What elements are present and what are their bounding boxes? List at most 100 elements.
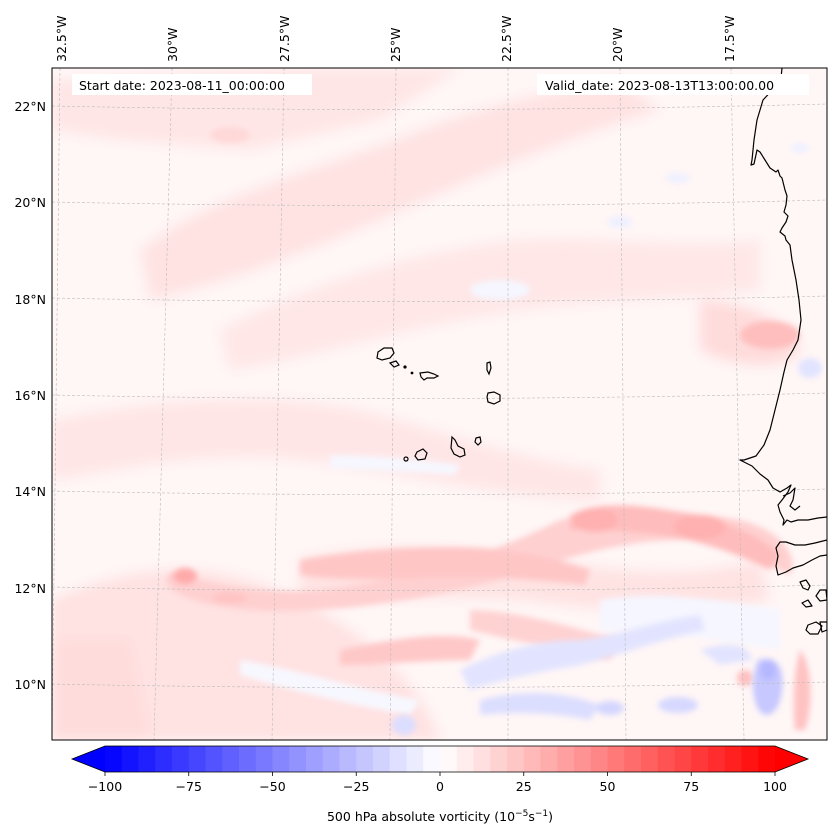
parallel-10N	[52, 681, 827, 688]
colorbar-segment	[188, 746, 206, 772]
island-santo-antao	[376, 347, 395, 361]
colorbar-segment	[222, 746, 240, 772]
parallel-14N	[52, 488, 827, 495]
lat-label: 22°N	[14, 99, 46, 114]
colorbar-segment	[674, 746, 692, 772]
valid-date-box: Valid_date: 2023-08-13T13:00:00.00	[537, 74, 809, 95]
lat-label: 12°N	[14, 581, 46, 596]
parallel-20N	[52, 199, 827, 206]
island-sao-vicente	[388, 360, 400, 368]
meridian-27.5W	[271, 68, 285, 740]
lat-label: 16°N	[14, 388, 46, 403]
colorbar-segment	[205, 746, 223, 772]
colorbar-segment	[172, 746, 190, 772]
island-boa-vista	[486, 391, 501, 405]
meridian-30W	[153, 68, 173, 740]
colorbar-tick-label: −75	[176, 779, 202, 794]
colorbar-segment	[557, 746, 575, 772]
lon-label: 27.5°W	[277, 16, 292, 62]
coastline-africa	[739, 68, 827, 526]
island-raso	[410, 371, 414, 375]
colorbar-segment	[272, 746, 290, 772]
parallel-18N	[52, 295, 827, 302]
colorbar-label-end: )	[548, 809, 553, 824]
colorbar-segment	[255, 746, 273, 772]
colorbar-segment	[322, 746, 340, 772]
island-santiago	[450, 435, 466, 458]
lon-label: 22.5°W	[499, 16, 514, 62]
lat-label: 10°N	[14, 677, 46, 692]
colorbar-segment	[306, 746, 324, 772]
colorbar-tick-label: 0	[436, 779, 444, 794]
meridian-17.5W	[730, 68, 745, 740]
colorbar-segment	[239, 746, 257, 772]
colorbar-segment	[708, 746, 726, 772]
colorbar-label-exponent: −1	[535, 809, 548, 819]
longitude-labels: 32.5°W 30°W 27.5°W 25°W 22.5°W 20°W 17.5…	[54, 16, 737, 62]
coastline-africa-south	[775, 539, 827, 576]
colorbar-tick-label: 25	[516, 779, 532, 794]
colorbar-label: 500 hPa absolute vorticity (10−5s−1)	[327, 809, 553, 824]
coastline	[739, 68, 827, 635]
parallel-16N	[52, 392, 827, 399]
colorbar-tick-label: 100	[763, 779, 787, 794]
colorbar-segment	[440, 746, 458, 772]
start-date-box: Start date: 2023-08-11_00:00:00	[72, 74, 312, 95]
lon-label: 20°W	[610, 27, 625, 62]
colorbar-segment	[155, 746, 173, 772]
colorbar-segment	[724, 746, 742, 772]
coastline-bijagos	[799, 579, 827, 635]
coastline-gambia-inlet	[782, 487, 801, 511]
colorbar-segment	[574, 746, 592, 772]
latitude-labels: 22°N 20°N 18°N 16°N 14°N 12°N 10°N	[14, 99, 46, 692]
vorticity-field	[52, 68, 827, 740]
colorbar-segment	[121, 746, 139, 772]
colorbar-segments	[105, 746, 776, 772]
lon-label: 30°W	[165, 27, 180, 62]
cape-verde-islands	[376, 347, 501, 462]
colorbar-segment	[339, 746, 357, 772]
graticule	[52, 68, 827, 740]
colorbar-segment	[507, 746, 525, 772]
colorbar-tick-label: 75	[683, 779, 699, 794]
colorbar-extend-max	[775, 746, 808, 772]
colorbar-segment	[105, 746, 123, 772]
island-brava	[403, 456, 409, 462]
colorbar-label-main: 500 hPa absolute vorticity (10	[327, 809, 515, 824]
colorbar-segment	[373, 746, 391, 772]
parallel-22N	[52, 103, 827, 110]
map-frame	[51, 67, 828, 741]
colorbar-segment	[389, 746, 407, 772]
meridian-20W	[619, 68, 627, 740]
vorticity-neutral	[240, 143, 822, 715]
colorbar-segment	[406, 746, 424, 772]
vorticity-negative	[392, 615, 783, 735]
island-sao-nicolau	[419, 371, 440, 381]
colorbar-segment	[607, 746, 625, 772]
colorbar-segment	[490, 746, 508, 772]
lon-label: 25°W	[388, 27, 403, 62]
colorbar-segment	[691, 746, 709, 772]
lat-label: 14°N	[14, 484, 46, 499]
colorbar-segment	[540, 746, 558, 772]
colorbar-segment	[523, 746, 541, 772]
island-sal	[486, 361, 492, 376]
lat-label: 20°N	[14, 195, 46, 210]
colorbar-tick-label: −50	[259, 779, 285, 794]
meridian-25W	[389, 68, 397, 740]
valid-date-label: Valid_date: 2023-08-13T13:00:00.00	[545, 78, 774, 93]
colorbar-segment	[590, 746, 608, 772]
colorbar-label-unit: s	[528, 809, 535, 824]
island-maio	[474, 436, 482, 446]
colorbar-segment	[289, 746, 307, 772]
lon-label: 32.5°W	[54, 16, 69, 62]
lat-label: 18°N	[14, 292, 46, 307]
colorbar-segment	[356, 746, 374, 772]
start-date-label: Start date: 2023-08-11_00:00:00	[79, 78, 285, 93]
colorbar-ticks: −100 −75 −50 −25 0 25 50 75 100	[88, 772, 787, 794]
colorbar-segment	[138, 746, 156, 772]
island-fogo	[414, 448, 428, 461]
island-santa-luzia	[403, 365, 407, 369]
colorbar-segment	[657, 746, 675, 772]
